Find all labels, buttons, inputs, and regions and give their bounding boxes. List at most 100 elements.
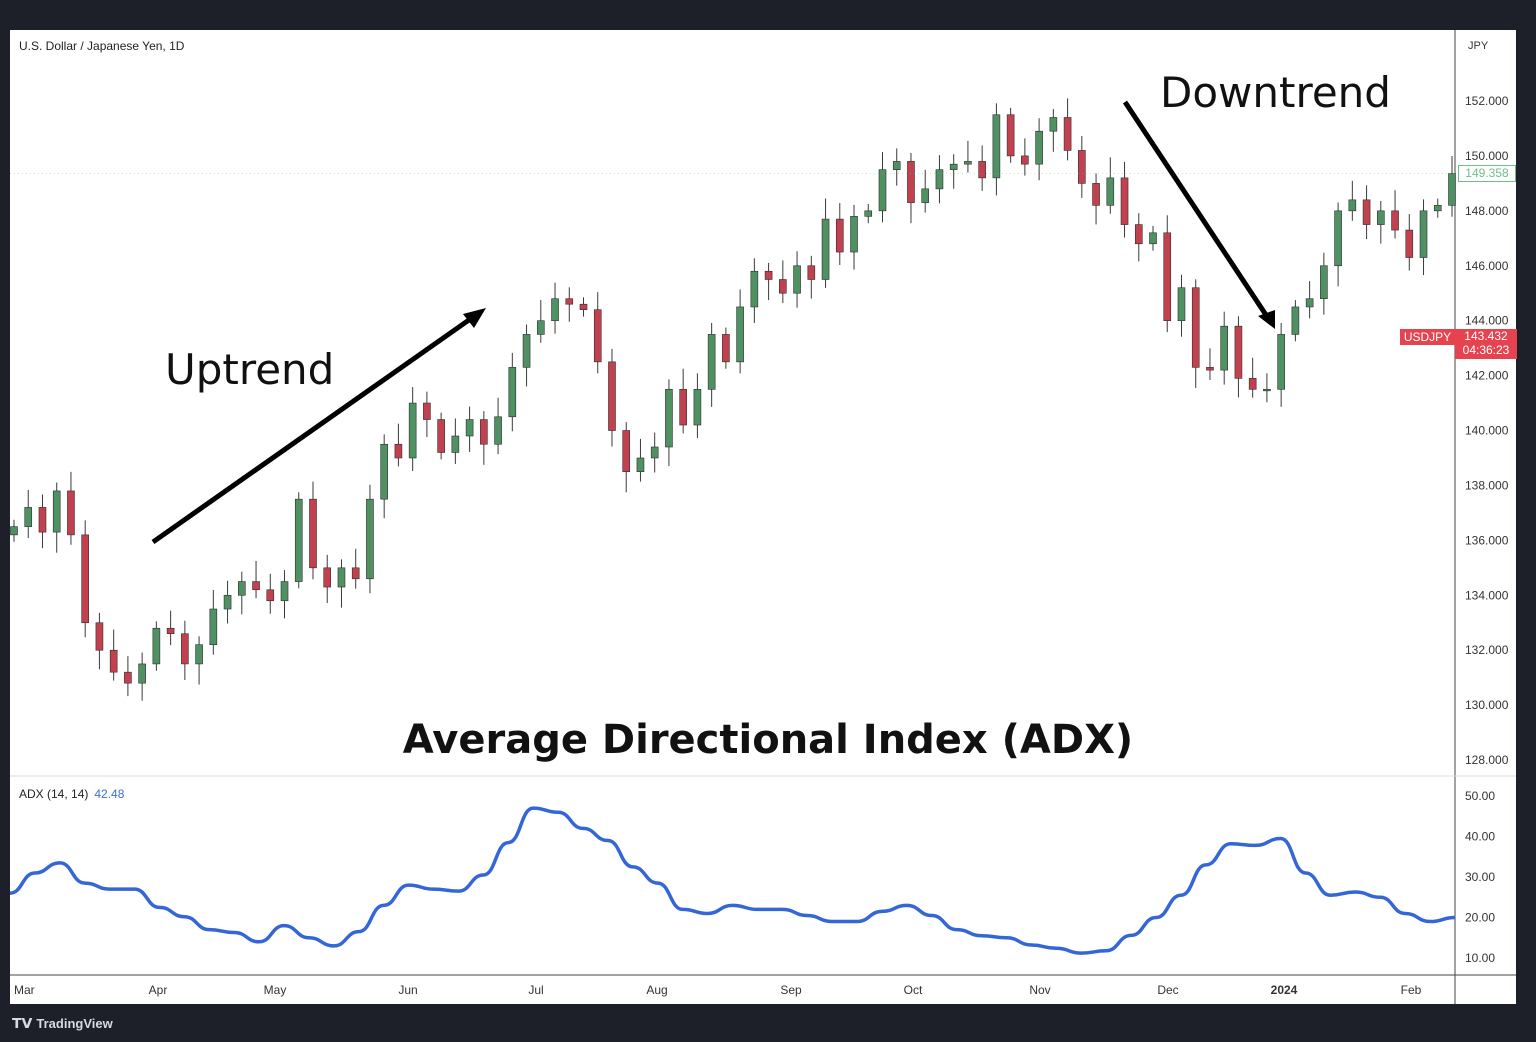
candle-up [24, 507, 33, 527]
candle-down [1063, 117, 1072, 151]
tradingview-icon: 𝗧𝗩 [12, 1015, 33, 1031]
time-tick-label: Feb [1401, 983, 1422, 997]
candle-up [1177, 287, 1186, 321]
adx-legend-name: ADX (14, 14) [19, 787, 89, 801]
time-tick-label: Apr [149, 983, 168, 997]
candle-up [707, 334, 716, 390]
candle-up [1305, 298, 1314, 308]
adx-tick-label: 30.00 [1465, 870, 1495, 884]
candle-up [665, 389, 673, 448]
candle-up [494, 416, 502, 445]
candle-down [166, 627, 175, 635]
candle-up [1035, 130, 1043, 165]
candle-down [1163, 232, 1172, 321]
candle-down [67, 490, 75, 536]
time-tick-label: Aug [646, 983, 667, 997]
candle-down [109, 649, 118, 673]
time-tick-label: Nov [1029, 983, 1050, 997]
time-tick-label: 2024 [1271, 983, 1298, 997]
adx-tick-label: 20.00 [1465, 911, 1495, 925]
candle-up [892, 161, 901, 170]
candle-up [1049, 117, 1058, 132]
candle-up [1291, 306, 1300, 335]
candle-up [1334, 210, 1342, 267]
candle-down [480, 419, 488, 445]
candle-down [351, 567, 360, 580]
candles [10, 98, 1456, 701]
time-tick-label: Dec [1157, 983, 1178, 997]
candle-up [52, 490, 61, 533]
candle-up [1320, 265, 1328, 300]
adx-legend-value: 42.48 [94, 787, 125, 801]
candle-up [850, 216, 858, 253]
candle-up [878, 169, 887, 212]
candle-up [1348, 199, 1357, 212]
adx-line [9, 806, 1456, 955]
candle-down [1391, 210, 1399, 231]
price-tick-label: 136.000 [1465, 533, 1509, 547]
candle-up [750, 270, 759, 308]
tradingview-logo[interactable]: 𝗧𝗩 TradingView [12, 1015, 113, 1032]
price-tick-label: 128.000 [1465, 753, 1509, 767]
candle-up [380, 443, 388, 500]
candle-up [921, 188, 930, 203]
candle-down [1248, 378, 1257, 390]
candle-down [1206, 367, 1214, 371]
candle-down [779, 279, 787, 294]
candle-up [636, 457, 645, 473]
candle-down [38, 507, 47, 533]
candle-down [1134, 224, 1143, 245]
candle-down [608, 361, 616, 431]
candle-down [764, 270, 773, 280]
adx-legend: ADX (14, 14) 42.48 [19, 787, 124, 801]
downtrend-arrowhead [1258, 310, 1275, 329]
candle-up [821, 218, 830, 280]
candle-down [95, 622, 104, 651]
price-tick-label: 148.000 [1465, 204, 1509, 218]
candle-up [238, 581, 246, 596]
price-tick-label: 130.000 [1465, 698, 1509, 712]
candle-down [579, 303, 588, 310]
candle-down [309, 498, 317, 569]
time-tick-label: Sep [780, 983, 802, 997]
price-tick-label: 144.000 [1465, 314, 1509, 328]
brand-name: TradingView [36, 1016, 113, 1031]
symbol-tag: USDJPY [1400, 329, 1455, 345]
candle-down [978, 161, 986, 179]
price-tick-label: 138.000 [1465, 478, 1509, 492]
candle-down [907, 161, 915, 203]
price-tick-label: 146.000 [1465, 259, 1509, 273]
candle-down [1405, 229, 1414, 258]
candle-up [280, 581, 289, 602]
candle-up [949, 163, 958, 170]
bar-countdown: 04:36:23 [1462, 343, 1510, 357]
price-tick-label: 140.000 [1465, 424, 1509, 438]
candle-down [622, 430, 631, 473]
candle-up [294, 498, 303, 582]
candle-up [736, 306, 744, 363]
candle-up [536, 320, 545, 335]
candle-down [181, 633, 189, 665]
time-tick-label: Jun [398, 983, 417, 997]
time-tick-label: May [264, 983, 287, 997]
uptrend-arrow [151, 312, 478, 545]
candle-up [650, 446, 659, 459]
candle-up [964, 161, 972, 165]
candle-down [1234, 325, 1243, 379]
candle-up [1433, 205, 1442, 212]
candle-down [565, 298, 574, 305]
current-price-tag: 143.432 04:36:23 [1455, 329, 1517, 359]
candle-up [10, 526, 18, 536]
time-tick-label: Mar [14, 983, 35, 997]
candle-up [465, 419, 474, 437]
candle-up [138, 663, 146, 684]
candle-down [437, 419, 445, 453]
candle-up [152, 627, 161, 665]
price-tick-label: 142.000 [1465, 369, 1509, 383]
candle-up [195, 644, 203, 665]
downtrend-arrow [1122, 100, 1271, 320]
candle-down [679, 389, 687, 426]
candle-up [451, 435, 460, 453]
candle-up [1377, 210, 1385, 225]
